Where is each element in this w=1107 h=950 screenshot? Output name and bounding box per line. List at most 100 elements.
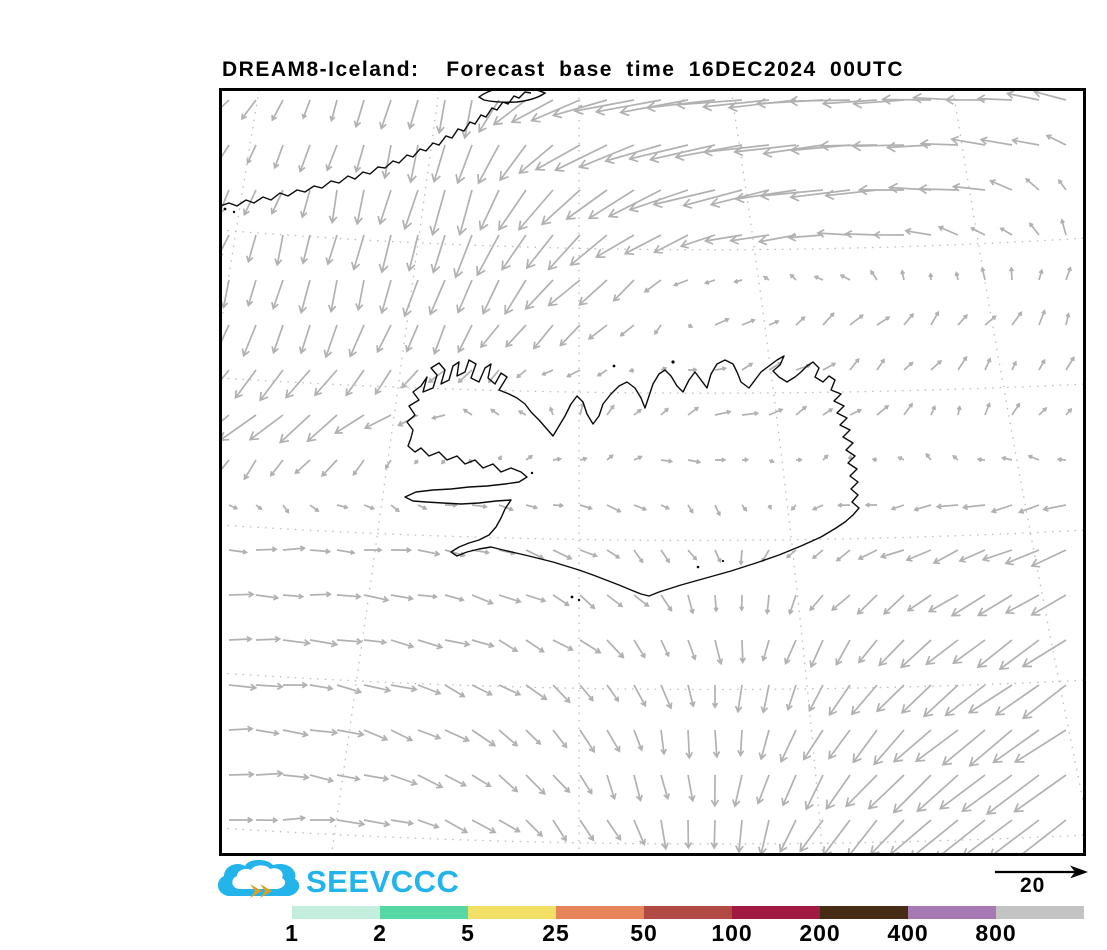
wind-arrow bbox=[768, 319, 780, 326]
wind-arrow bbox=[579, 456, 588, 462]
wind-arrow bbox=[417, 549, 441, 557]
wind-arrow bbox=[282, 593, 305, 600]
wind-arrow bbox=[976, 639, 1013, 669]
wind-arrow bbox=[259, 369, 284, 402]
wind-arrow bbox=[687, 367, 698, 373]
wind-arrow bbox=[579, 774, 593, 795]
wind-arrow bbox=[988, 179, 1013, 191]
wind-arrow bbox=[1030, 594, 1067, 616]
wind-arrow bbox=[788, 95, 851, 107]
wind-arrow bbox=[759, 189, 824, 201]
wind-arrow bbox=[456, 189, 473, 237]
graticule bbox=[222, 91, 1083, 853]
wind-arrow bbox=[828, 684, 851, 717]
wind-arrow bbox=[822, 312, 835, 326]
wind-arrow bbox=[687, 684, 696, 708]
wind-arrow bbox=[674, 144, 743, 162]
wind-arrow bbox=[566, 369, 581, 378]
wind-arrow bbox=[525, 774, 546, 795]
wind-arrow bbox=[990, 504, 1013, 514]
wind-arrow bbox=[648, 144, 716, 164]
wind-arrow bbox=[336, 638, 363, 645]
wind-arrow bbox=[878, 639, 905, 667]
wind-arrow bbox=[643, 279, 662, 293]
wind-arrow bbox=[336, 549, 356, 555]
wind-arrow bbox=[828, 729, 851, 760]
wind-arrow bbox=[660, 729, 667, 756]
wind-arrow bbox=[334, 414, 365, 434]
wind-arrow bbox=[363, 504, 376, 511]
wind-arrow bbox=[282, 545, 307, 552]
wind-arrow bbox=[970, 227, 986, 236]
wind-arrow bbox=[552, 594, 570, 606]
wind-arrow bbox=[612, 279, 635, 302]
wind-arrow bbox=[455, 144, 473, 185]
wind-arrow bbox=[374, 369, 392, 396]
wind-arrow bbox=[471, 819, 497, 834]
wind-arrow bbox=[417, 729, 442, 740]
wind-arrow bbox=[919, 139, 959, 149]
wind-arrow bbox=[928, 272, 934, 281]
colorbar-segment bbox=[908, 906, 996, 919]
wind-arrow bbox=[481, 279, 500, 315]
wind-arrow bbox=[417, 819, 440, 830]
wind-arrow bbox=[930, 310, 940, 326]
wind-arrow bbox=[1022, 684, 1067, 720]
wind-arrow bbox=[255, 635, 282, 643]
wind-arrow bbox=[471, 774, 492, 788]
wind-arrow bbox=[525, 819, 543, 838]
wind-arrow bbox=[633, 408, 642, 416]
wind-arrow bbox=[547, 279, 581, 307]
wind-arrow bbox=[952, 639, 986, 665]
wind-arrow bbox=[255, 817, 279, 824]
wind-arrow bbox=[462, 408, 473, 416]
wind-arrow bbox=[900, 269, 906, 281]
wind-arrow bbox=[390, 594, 415, 602]
wind-arrow bbox=[687, 504, 694, 514]
wind-arrow bbox=[741, 457, 750, 463]
wind-arrow bbox=[313, 369, 338, 397]
wind-arrow bbox=[492, 99, 527, 126]
wind-arrow bbox=[712, 729, 721, 759]
wind-arrow bbox=[417, 504, 428, 510]
wind-arrow bbox=[887, 182, 932, 194]
colorbar-label: 200 bbox=[799, 920, 841, 946]
wind-arrow bbox=[714, 317, 730, 326]
wind-arrow bbox=[363, 819, 391, 828]
wind-arrow bbox=[476, 234, 500, 277]
wind-arrow bbox=[938, 774, 986, 810]
wind-arrow bbox=[417, 774, 444, 789]
wind-arrow bbox=[821, 97, 878, 109]
wind-arrow bbox=[900, 684, 932, 714]
colorbar-segment bbox=[468, 906, 556, 919]
wind-arrow bbox=[930, 404, 937, 416]
wind-arrow bbox=[733, 278, 743, 284]
wind-arrow bbox=[552, 502, 565, 508]
wind-arrow bbox=[733, 144, 797, 157]
wind-arrow bbox=[498, 774, 519, 793]
wind-arrow bbox=[559, 324, 581, 347]
wind-arrow bbox=[471, 639, 495, 649]
wind-arrow bbox=[298, 279, 311, 315]
wind-arrow bbox=[795, 457, 803, 463]
wind-arrow bbox=[271, 324, 284, 355]
wind-arrow bbox=[836, 502, 851, 508]
wind-arrow bbox=[897, 456, 905, 461]
wind-arrow bbox=[687, 406, 700, 416]
wind-arrow bbox=[596, 369, 608, 377]
wind-arrow bbox=[709, 189, 770, 209]
wind-arrow bbox=[816, 228, 851, 238]
wind-arrow bbox=[660, 774, 671, 801]
wind-arrow bbox=[379, 279, 392, 315]
wind-arrow bbox=[957, 355, 968, 371]
wind-arrow bbox=[222, 189, 230, 213]
wind-arrow bbox=[687, 639, 697, 661]
wind-arrow bbox=[552, 639, 574, 652]
wind-arrow bbox=[811, 549, 824, 560]
wind-arrow bbox=[606, 549, 621, 559]
wind-arrow bbox=[363, 594, 390, 603]
wind-arrow bbox=[309, 548, 332, 555]
wind-arrow bbox=[714, 409, 732, 416]
wind-arrow bbox=[524, 279, 554, 311]
wind-arrow bbox=[809, 594, 824, 612]
